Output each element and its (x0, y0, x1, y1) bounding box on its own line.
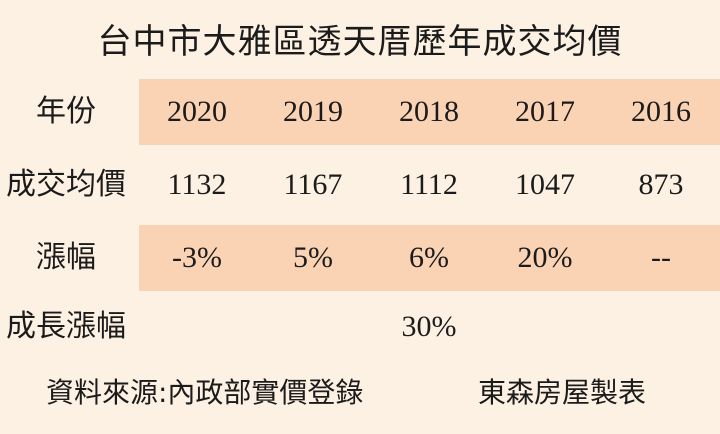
year-cell: 2020 (167, 95, 227, 128)
change-cell: -- (651, 241, 671, 274)
producer-credit: 東森房屋製表 (478, 376, 647, 409)
year-cell: 2019 (283, 95, 343, 128)
growth-row: 成長漲幅 30% (0, 294, 720, 360)
growth-row-label: 成長漲幅 (6, 309, 126, 344)
avg-price-row: 成交均價 1132 1167 1112 1047 873 (0, 152, 720, 218)
avg-price-cell: 1132 (167, 168, 227, 201)
year-row-label: 年份 (36, 94, 96, 129)
table-title: 台中市大雅區透天厝歷年成交均價 (97, 22, 623, 62)
year-cell: 2017 (515, 95, 575, 128)
change-row-label: 漲幅 (36, 240, 96, 275)
change-cell: -3% (172, 241, 222, 274)
year-cell: 2018 (399, 95, 459, 128)
avg-price-cell: 873 (638, 168, 684, 201)
avg-price-row-label: 成交均價 (6, 167, 126, 202)
change-cell: 20% (517, 241, 573, 274)
change-cell: 6% (409, 241, 449, 274)
avg-price-cell: 1167 (283, 168, 343, 201)
data-source-note: 資料來源:內政部實價登錄 (46, 376, 364, 409)
year-header-row: 年份 2020 2019 2018 2017 2016 (0, 79, 720, 145)
change-row: 漲幅 -3% 5% 6% 20% -- (0, 225, 720, 291)
avg-price-cell: 1112 (400, 168, 458, 201)
growth-value: 30% (401, 310, 457, 343)
change-cell: 5% (293, 241, 333, 274)
avg-price-cell: 1047 (515, 168, 575, 201)
year-cell: 2016 (631, 95, 691, 128)
